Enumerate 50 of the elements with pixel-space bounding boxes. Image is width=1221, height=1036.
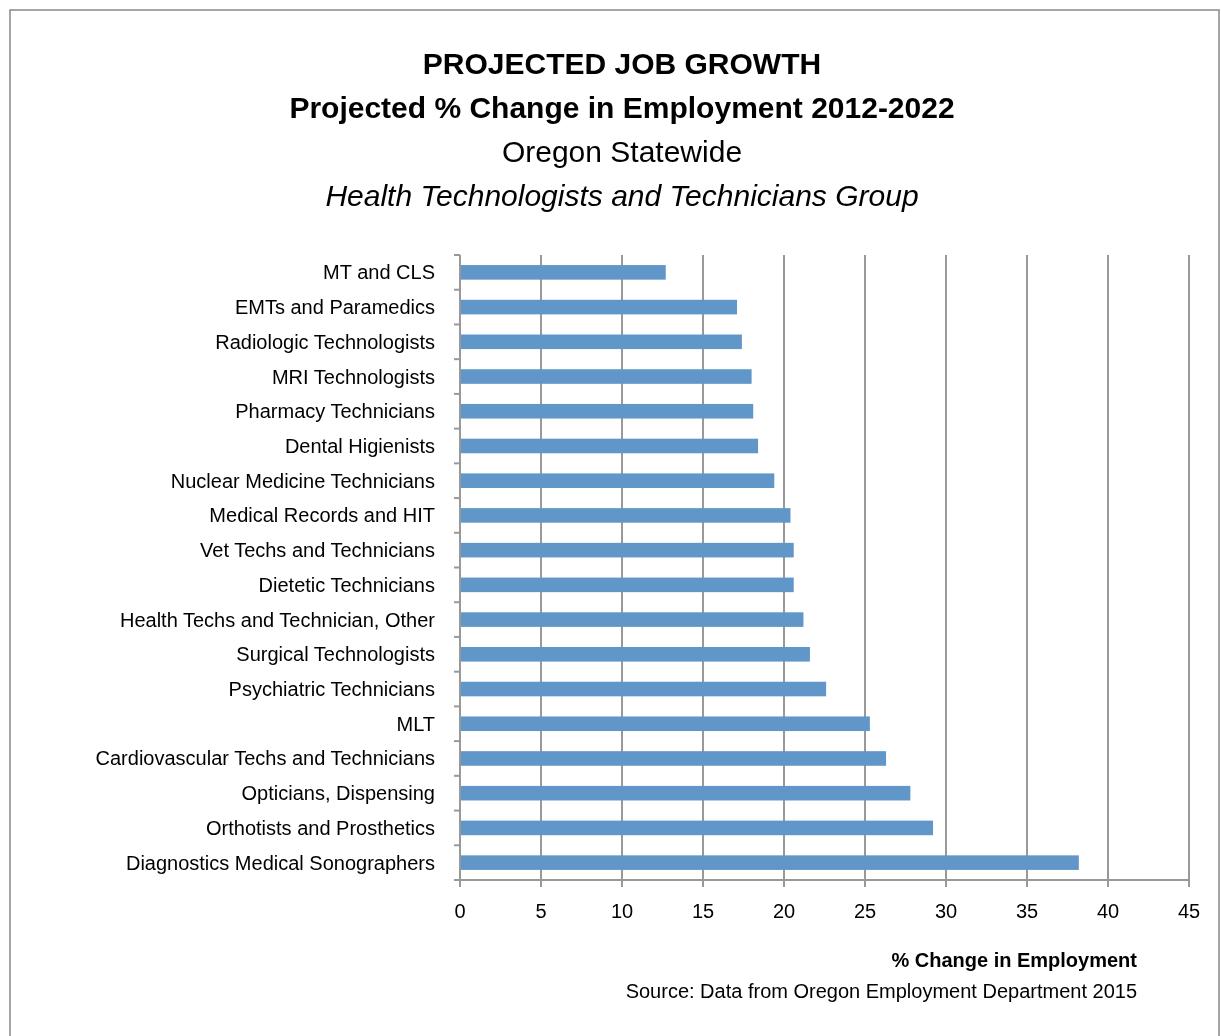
x-tick-label: 5 — [535, 900, 547, 922]
bar — [460, 577, 794, 593]
y-tick-label: MRI Technologists — [271, 365, 435, 388]
bar — [460, 716, 870, 732]
bar — [460, 508, 791, 523]
y-tick-label: Opticians, Dispensing — [241, 782, 435, 805]
y-tick-label: Psychiatric Technicians — [228, 678, 435, 701]
bar — [460, 473, 775, 488]
bar — [460, 681, 827, 697]
x-tick-label: 45 — [1177, 900, 1201, 922]
x-tick-label: 25 — [853, 900, 877, 922]
bar — [460, 438, 759, 454]
y-tick-label: EMTs and Paramedics — [234, 296, 435, 319]
y-tick-label: Diagnostics Medical Sonographers — [125, 851, 435, 874]
y-tick-label: Cardiovascular Techs and Technicians — [95, 747, 435, 770]
bar — [460, 299, 738, 315]
bar — [460, 265, 666, 280]
x-tick-label: 15 — [691, 900, 715, 922]
x-tick-label: 20 — [772, 900, 796, 922]
y-tick-label: Orthotists and Prosthetics — [206, 816, 435, 839]
bar — [460, 785, 911, 801]
y-tick-label: MT and CLS — [323, 261, 435, 284]
x-tick-label: 10 — [610, 900, 634, 922]
bar — [460, 855, 1079, 870]
y-tick-label: Nuclear Medicine Technicians — [170, 469, 435, 492]
y-tick-label: Surgical Technologists — [236, 643, 435, 666]
y-tick-label: Dietetic Technicians — [258, 573, 435, 596]
x-tick-label: 0 — [454, 900, 466, 922]
y-tick-label: Dental Higienists — [284, 434, 435, 457]
x-tick-label: 30 — [934, 900, 958, 922]
bar — [460, 612, 804, 627]
x-tick-label: 35 — [1015, 900, 1039, 922]
y-tick-label: Pharmacy Technicians — [235, 400, 435, 423]
bar — [460, 369, 752, 384]
bar — [460, 751, 887, 766]
bar — [460, 403, 754, 419]
chart-subtitle: Oregon Statewide Health Technologists and Technicians Group — [325, 135, 919, 212]
chart-title: PROJECTED JOB GROWTH Projected % Change in Employment 2012-2022 — [289, 47, 955, 124]
y-tick-label: Health Techs and Technician, Other — [119, 608, 436, 631]
y-tick-label: MLT — [396, 712, 435, 735]
bar — [460, 820, 934, 836]
bar — [460, 647, 810, 662]
x-axis-title: % Change in Employment — [891, 949, 1138, 971]
y-tick-label: Medical Records and HIT — [209, 504, 435, 527]
y-tick-label: Radiologic Technologists — [215, 330, 435, 353]
x-tick-label: 40 — [1096, 900, 1120, 922]
bar — [460, 334, 742, 350]
source-note: Source: Data from Oregon Employment Department 2015 — [625, 980, 1137, 1002]
y-tick-label: Vet Techs and Technicians — [200, 539, 435, 562]
bar — [460, 542, 794, 558]
